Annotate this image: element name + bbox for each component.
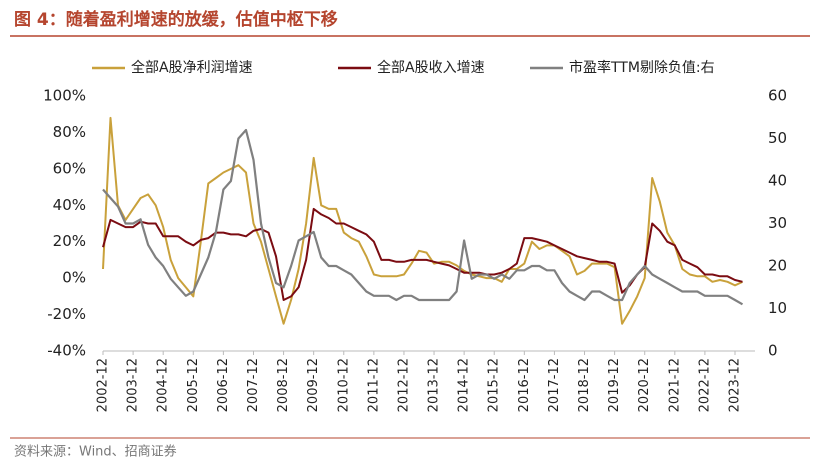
x-tick-label: 2015-12 — [487, 358, 502, 412]
y-tick-label: 100% — [43, 87, 86, 105]
x-tick-label: 2003-12 — [126, 358, 141, 412]
legend-label: 全部A股净利润增速 — [131, 59, 253, 76]
x-tick-label: 2009-12 — [306, 358, 321, 412]
y2-tick-label: 30 — [768, 214, 787, 232]
series-line — [102, 128, 744, 306]
series-line — [102, 116, 743, 325]
y-tick-label: 40% — [53, 196, 86, 214]
x-tick-label: 2011-12 — [366, 358, 381, 412]
legend-label: 市盈率TTM剔除负值:右 — [569, 59, 715, 76]
x-tick-label: 2002-12 — [96, 358, 111, 412]
x-tick-label: 2008-12 — [276, 358, 291, 412]
x-tick-label: 2023-12 — [728, 358, 743, 412]
y2-tick-label: 10 — [768, 299, 787, 317]
source: 资料来源：Wind、招商证券 — [14, 444, 177, 460]
x-tick-label: 2012-12 — [396, 358, 411, 412]
x-tick-label: 2013-12 — [427, 358, 442, 412]
x-tick-label: 2014-12 — [457, 358, 472, 412]
y2-tick-label: 20 — [768, 257, 787, 275]
y2-tick-label: 60 — [768, 87, 787, 105]
y2-tick-label: 0 — [768, 342, 778, 360]
x-tick-label: 2004-12 — [156, 358, 171, 412]
legend-label: 全部A股收入增速 — [377, 59, 485, 76]
x-tick-label: 2020-12 — [637, 358, 652, 412]
x-tick-label: 2016-12 — [517, 358, 532, 412]
x-tick-label: 2021-12 — [667, 358, 682, 412]
x-tick-label: 2018-12 — [577, 358, 592, 412]
x-tick-label: 2005-12 — [186, 358, 201, 412]
y-tick-label: 60% — [53, 159, 86, 177]
x-tick-label: 2006-12 — [216, 358, 231, 412]
x-tick-label: 2017-12 — [547, 358, 562, 412]
y-tick-label: 80% — [53, 123, 86, 141]
y-tick-label: -20% — [47, 305, 86, 323]
y-tick-label: 0% — [62, 269, 86, 287]
chart-title: 图 4：随着盈利增速的放缓，估值中枢下移 — [14, 9, 338, 30]
x-tick-label: 2022-12 — [697, 358, 712, 412]
x-tick-label: 2010-12 — [336, 358, 351, 412]
x-tick-label: 2019-12 — [607, 358, 622, 412]
y-tick-label: -40% — [47, 342, 86, 360]
y-tick-label: 20% — [53, 232, 86, 250]
y2-tick-label: 50 — [768, 129, 787, 147]
y2-tick-label: 40 — [768, 172, 787, 190]
x-tick-label: 2007-12 — [246, 358, 261, 412]
